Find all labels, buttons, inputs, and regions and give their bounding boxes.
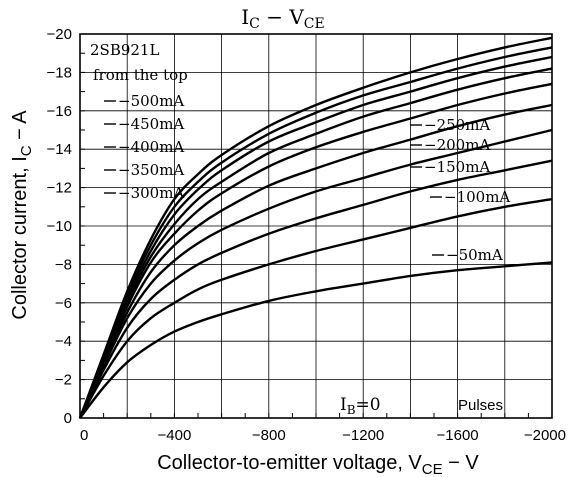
curve-line: [78, 36, 553, 419]
legend-order-note: from the top: [93, 66, 188, 84]
curve-line: [78, 159, 553, 419]
y-tick-label: −18: [47, 64, 72, 81]
curve-line: [78, 67, 553, 419]
x-tick-label: −2000: [524, 427, 566, 444]
title-main: I: [241, 5, 249, 29]
ib-zero-sub: B: [347, 403, 356, 417]
curve-line: [78, 55, 553, 419]
x-axis-label-main: Collector-to-emitter voltage, V: [157, 452, 422, 474]
y-tick-label: 0: [64, 410, 72, 427]
curve-label: −250mA: [424, 116, 490, 134]
y-tick-label: −14: [47, 141, 72, 158]
x-axis-label: Collector-to-emitter voltage, VCE − V: [157, 452, 479, 477]
legend-label: −450mA: [118, 115, 184, 133]
chart-title: IC − VCE: [241, 5, 324, 32]
x-axis-label-sub: CE: [422, 461, 443, 477]
y-tick-label: −2: [55, 372, 72, 389]
y-tick-label: −6: [55, 295, 72, 312]
ib-zero-main: I: [340, 395, 347, 415]
x-tick-label: −1600: [437, 427, 479, 444]
y-tick-label: −20: [47, 26, 72, 43]
curve-line: [78, 197, 553, 419]
legend: 2SB921L from the top: [90, 41, 188, 84]
curve-label: −150mA: [424, 158, 490, 176]
pulses-label: Pulses: [458, 397, 503, 414]
legend-label: −400mA: [118, 138, 184, 156]
y-axis-label-rest: − A: [9, 110, 31, 146]
curve-line: [78, 103, 553, 419]
legend-label: −350mA: [118, 161, 184, 179]
x-tick-label: 0: [80, 427, 88, 444]
y-axis-label-sub: C: [18, 145, 35, 156]
curve-line: [79, 261, 553, 419]
curve-label: −100mA: [444, 188, 510, 206]
x-tick-labels: 0 −400 −800 −1200 −1600 −2000: [80, 427, 566, 444]
ib-zero-label: IB=0: [340, 395, 381, 417]
curve-label: −200mA: [424, 136, 490, 154]
curve-line: [78, 46, 553, 419]
title-sub2: CE: [304, 16, 325, 32]
y-axis-label: Collector current, IC − A: [9, 110, 35, 320]
y-tick-label: −10: [47, 218, 72, 235]
tick-marks: [79, 33, 553, 419]
curve-labels: −250mA −200mA −150mA −100mA −50mA: [410, 116, 510, 264]
y-tick-label: −4: [55, 333, 72, 350]
x-axis-label-rest: − V: [443, 452, 480, 474]
ib-zero-rest: =0: [356, 395, 381, 415]
y-axis-label-main: Collector current, I: [9, 156, 31, 319]
legend-label: −300mA: [118, 184, 184, 202]
curves: [78, 36, 553, 419]
curve-label: −50mA: [446, 246, 503, 264]
legend-items: −500mA −450mA −400mA −350mA −300mA: [104, 92, 184, 202]
x-tick-label: −800: [252, 427, 286, 444]
title-rest: − V: [260, 5, 304, 29]
y-tick-labels: 0 −2 −4 −6 −8 −10 −12 −14 −16 −18 −20: [47, 26, 72, 427]
x-tick-label: −400: [158, 427, 192, 444]
curve-line: [78, 82, 553, 419]
legend-label: −500mA: [118, 92, 184, 110]
y-tick-label: −12: [47, 180, 72, 197]
part-number: 2SB921L: [90, 41, 159, 59]
y-tick-label: −8: [55, 256, 72, 273]
title-sub: C: [249, 16, 260, 32]
y-tick-label: −16: [47, 103, 72, 120]
curve-line: [78, 128, 553, 419]
x-tick-label: −1200: [342, 427, 384, 444]
